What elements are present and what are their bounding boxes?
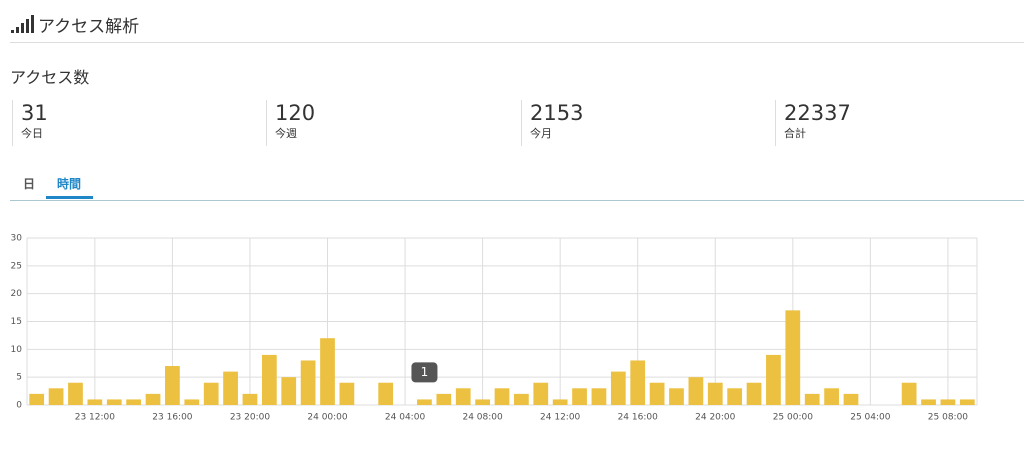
tooltip-label: 1 <box>421 365 429 379</box>
bar <box>242 393 258 405</box>
bar <box>475 399 490 405</box>
bar <box>727 388 743 405</box>
stat-label: 今週 <box>275 127 297 140</box>
bar <box>649 382 665 405</box>
bar <box>514 393 529 405</box>
bar <box>126 399 141 405</box>
x-tick-label: 24 16:00 <box>618 413 659 423</box>
tab-hour[interactable]: 時間 <box>57 177 82 191</box>
bar <box>494 388 510 405</box>
y-tick-label: 30 <box>11 234 23 244</box>
y-tick-label: 0 <box>16 401 22 411</box>
bar <box>572 388 587 405</box>
bar <box>184 399 200 405</box>
bar <box>843 393 859 405</box>
chart: 0 5 10 15 20 25 30 23 12:00 23 16:00 23 20:00 24 0… <box>11 234 978 423</box>
x-tick-label: 25 08:00 <box>928 413 969 423</box>
stat-value: 120 <box>275 101 316 125</box>
bar <box>455 388 471 405</box>
stat-label: 今日 <box>21 127 43 140</box>
bar <box>378 382 394 405</box>
stat: 120 今週 <box>266 100 315 146</box>
tab-day[interactable]: 日 <box>23 177 36 191</box>
bar <box>223 371 238 405</box>
divider <box>10 42 1024 43</box>
bar <box>591 388 607 405</box>
signal-icon <box>11 15 34 33</box>
bar <box>87 399 103 405</box>
bar <box>785 310 801 405</box>
bar <box>669 388 684 405</box>
tab-indicator <box>46 196 93 199</box>
y-tick-label: 5 <box>16 373 22 383</box>
stat-value: 31 <box>21 101 48 125</box>
stat-label: 今月 <box>530 127 552 140</box>
bar <box>610 371 626 405</box>
x-tick-label: 23 16:00 <box>152 413 193 423</box>
bar <box>436 393 452 405</box>
page-title: アクセス解析 <box>38 16 140 37</box>
bar <box>630 360 646 405</box>
bar <box>688 377 704 405</box>
bar <box>203 382 219 405</box>
x-tick-label: 25 04:00 <box>850 413 891 423</box>
x-tick-label: 24 20:00 <box>695 413 736 423</box>
x-tick-label: 23 20:00 <box>230 413 271 423</box>
bar <box>68 382 83 405</box>
divider <box>10 200 1024 201</box>
bar <box>824 388 839 405</box>
bar <box>300 360 316 405</box>
bar <box>533 382 549 405</box>
header: アクセス解析 <box>10 10 139 38</box>
tooltip <box>411 362 438 383</box>
bar <box>959 399 975 405</box>
y-tick-label: 15 <box>11 317 22 327</box>
stat: 31 今日 <box>12 100 48 146</box>
stat-value: 2153 <box>530 101 584 125</box>
x-tick-label: 24 12:00 <box>540 413 581 423</box>
bar <box>804 393 820 405</box>
bar <box>48 388 64 405</box>
y-tick-label: 20 <box>11 289 23 299</box>
bar <box>281 377 297 405</box>
bar <box>417 399 432 405</box>
y-tick-label: 25 <box>11 261 22 271</box>
bar <box>707 382 723 405</box>
bar <box>29 393 45 405</box>
bar <box>746 382 762 405</box>
bar <box>940 399 956 405</box>
bar <box>145 393 161 405</box>
bar <box>901 382 917 405</box>
bar <box>552 399 568 405</box>
x-tick-label: 24 00:00 <box>307 413 348 423</box>
section-title: アクセス数 <box>10 68 90 87</box>
stat-label: 合計 <box>784 127 806 140</box>
bar <box>339 382 355 405</box>
x-tick-label: 24 04:00 <box>385 413 426 423</box>
y-tick-label: 10 <box>11 345 23 355</box>
x-tick-label: 25 00:00 <box>773 413 814 423</box>
bar <box>165 366 180 405</box>
bar <box>766 354 781 405</box>
x-tick-label: 23 12:00 <box>75 413 116 423</box>
stat: 2153 今月 <box>521 100 583 146</box>
x-tick-label: 24 08:00 <box>462 413 503 423</box>
bar <box>320 338 335 405</box>
bar <box>261 354 277 405</box>
stat-value: 22337 <box>784 101 851 125</box>
stat: 22337 合計 <box>775 100 851 146</box>
bar <box>921 399 936 405</box>
bar <box>106 399 122 405</box>
